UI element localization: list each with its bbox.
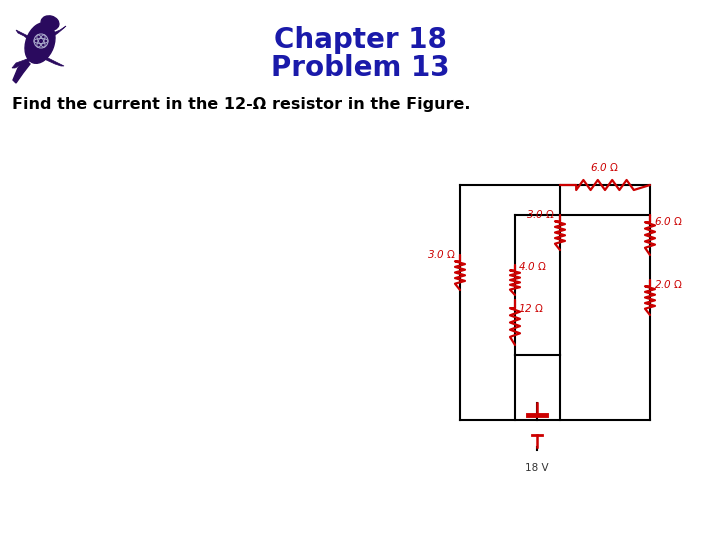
Text: Chapter 18: Chapter 18	[274, 26, 446, 54]
Text: 4.0 $\Omega$: 4.0 $\Omega$	[518, 260, 547, 272]
Polygon shape	[42, 56, 64, 66]
Text: Problem 13: Problem 13	[271, 54, 449, 82]
Polygon shape	[12, 58, 32, 68]
Text: 3.0 $\Omega$: 3.0 $\Omega$	[526, 208, 555, 220]
Text: 18 V: 18 V	[525, 463, 549, 473]
Polygon shape	[16, 30, 36, 44]
Polygon shape	[13, 60, 30, 83]
Text: 3.0 $\Omega$: 3.0 $\Omega$	[427, 248, 456, 260]
Ellipse shape	[41, 16, 59, 30]
Text: 2.0 $\Omega$: 2.0 $\Omega$	[654, 278, 683, 289]
Text: 6.0 $\Omega$: 6.0 $\Omega$	[654, 215, 683, 227]
Ellipse shape	[25, 23, 55, 63]
Text: Find the current in the 12-Ω resistor in the Figure.: Find the current in the 12-Ω resistor in…	[12, 98, 470, 112]
Text: 12 $\Omega$: 12 $\Omega$	[518, 302, 544, 314]
Polygon shape	[46, 26, 66, 40]
Text: 6.0 $\Omega$: 6.0 $\Omega$	[590, 161, 620, 173]
